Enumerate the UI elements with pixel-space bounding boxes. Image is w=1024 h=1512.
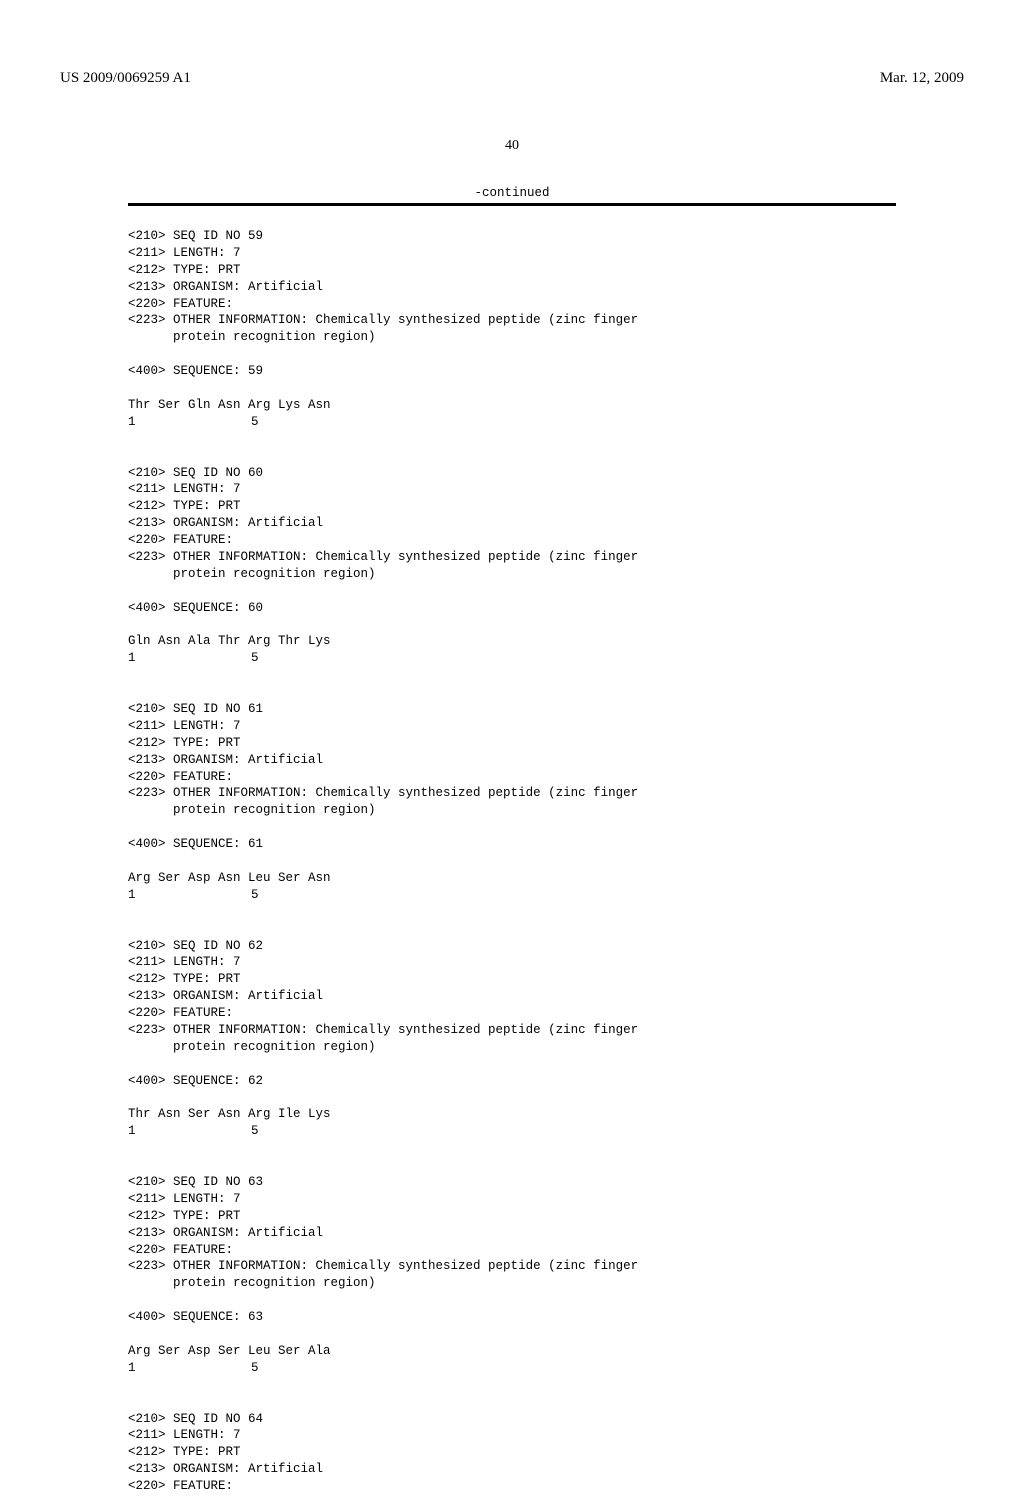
sequence-block: <210> SEQ ID NO 60<211> LENGTH: 7<212> T… — [128, 465, 896, 685]
position-5: 5 — [251, 414, 259, 431]
sequence-meta-line: <220> FEATURE: — [128, 1005, 896, 1022]
sequence-meta-line: <210> SEQ ID NO 60 — [128, 465, 896, 482]
position-5: 5 — [251, 1123, 259, 1140]
position-row: 15 — [128, 1360, 896, 1377]
sequence-meta-line: protein recognition region) — [128, 566, 896, 583]
amino-acid-line: Thr Asn Ser Asn Arg Ile Lys — [128, 1106, 896, 1123]
sequence-meta-line: <213> ORGANISM: Artificial — [128, 988, 896, 1005]
sequence-meta-line: <213> ORGANISM: Artificial — [128, 752, 896, 769]
sequence-meta-line: <211> LENGTH: 7 — [128, 718, 896, 735]
page-number: 40 — [0, 138, 1024, 154]
sequence-label: <400> SEQUENCE: 62 — [128, 1073, 896, 1090]
sequence-meta-line: <213> ORGANISM: Artificial — [128, 1225, 896, 1242]
sequence-block: <210> SEQ ID NO 62<211> LENGTH: 7<212> T… — [128, 938, 896, 1158]
sequence-meta-line: <212> TYPE: PRT — [128, 262, 896, 279]
sequence-meta-line: <213> ORGANISM: Artificial — [128, 279, 896, 296]
publication-date: Mar. 12, 2009 — [880, 70, 964, 87]
sequence-meta-line: <212> TYPE: PRT — [128, 498, 896, 515]
position-1: 1 — [128, 1360, 136, 1377]
position-row: 15 — [128, 1123, 896, 1140]
position-5: 5 — [251, 650, 259, 667]
sequence-meta-line: <212> TYPE: PRT — [128, 971, 896, 988]
sequence-meta-line: <211> LENGTH: 7 — [128, 245, 896, 262]
position-5: 5 — [251, 1360, 259, 1377]
sequence-meta-line: protein recognition region) — [128, 802, 896, 819]
sequence-label: <400> SEQUENCE: 63 — [128, 1309, 896, 1326]
amino-acid-line: Arg Ser Asp Asn Leu Ser Asn — [128, 870, 896, 887]
sequence-meta-line: <210> SEQ ID NO 61 — [128, 701, 896, 718]
sequence-label: <400> SEQUENCE: 60 — [128, 600, 896, 617]
position-1: 1 — [128, 1123, 136, 1140]
sequence-meta-line: protein recognition region) — [128, 329, 896, 346]
sequence-meta-line: protein recognition region) — [128, 1275, 896, 1292]
sequence-block: <210> SEQ ID NO 61<211> LENGTH: 7<212> T… — [128, 701, 896, 921]
sequence-meta-line: protein recognition region) — [128, 1039, 896, 1056]
sequence-meta-line: <211> LENGTH: 7 — [128, 954, 896, 971]
sequence-meta-line: <210> SEQ ID NO 64 — [128, 1411, 896, 1428]
sequence-block: <210> SEQ ID NO 63<211> LENGTH: 7<212> T… — [128, 1174, 896, 1394]
position-1: 1 — [128, 650, 136, 667]
position-row: 15 — [128, 650, 896, 667]
sequence-meta-line: <212> TYPE: PRT — [128, 1208, 896, 1225]
sequence-meta-line: <220> FEATURE: — [128, 296, 896, 313]
sequence-meta-line: <212> TYPE: PRT — [128, 735, 896, 752]
sequence-meta-line: <223> OTHER INFORMATION: Chemically synt… — [128, 1022, 896, 1039]
amino-acid-line: Thr Ser Gln Asn Arg Lys Asn — [128, 397, 896, 414]
sequence-block: <210> SEQ ID NO 59<211> LENGTH: 7<212> T… — [128, 228, 896, 448]
continued-label: -continued — [128, 186, 896, 203]
sequence-meta-line: <210> SEQ ID NO 62 — [128, 938, 896, 955]
sequence-meta-line: <210> SEQ ID NO 63 — [128, 1174, 896, 1191]
sequence-meta-line: <223> OTHER INFORMATION: Chemically synt… — [128, 549, 896, 566]
position-row: 15 — [128, 414, 896, 431]
sequence-meta-line: <220> FEATURE: — [128, 1242, 896, 1259]
sequence-meta-line: <223> OTHER INFORMATION: Chemically synt… — [128, 785, 896, 802]
position-1: 1 — [128, 887, 136, 904]
sequence-meta-line: <223> OTHER INFORMATION: Chemically synt… — [128, 312, 896, 329]
sequence-label: <400> SEQUENCE: 61 — [128, 836, 896, 853]
sequence-meta-line: <212> TYPE: PRT — [128, 1444, 896, 1461]
sequence-meta-line: <220> FEATURE: — [128, 1478, 896, 1495]
sequence-meta-line: <220> FEATURE: — [128, 769, 896, 786]
amino-acid-line: Gln Asn Ala Thr Arg Thr Lys — [128, 633, 896, 650]
position-1: 1 — [128, 414, 136, 431]
sequence-meta-line: <211> LENGTH: 7 — [128, 1427, 896, 1444]
sequence-meta-line: <211> LENGTH: 7 — [128, 481, 896, 498]
sequence-meta-line: <213> ORGANISM: Artificial — [128, 1461, 896, 1478]
sequence-block: <210> SEQ ID NO 64<211> LENGTH: 7<212> T… — [128, 1411, 896, 1495]
section-rule — [128, 203, 896, 206]
position-5: 5 — [251, 887, 259, 904]
sequence-meta-line: <223> OTHER INFORMATION: Chemically synt… — [128, 1258, 896, 1275]
amino-acid-line: Arg Ser Asp Ser Leu Ser Ala — [128, 1343, 896, 1360]
sequence-meta-line: <220> FEATURE: — [128, 532, 896, 549]
sequence-meta-line: <213> ORGANISM: Artificial — [128, 515, 896, 532]
sequence-meta-line: <211> LENGTH: 7 — [128, 1191, 896, 1208]
sequence-meta-line: <210> SEQ ID NO 59 — [128, 228, 896, 245]
publication-number: US 2009/0069259 A1 — [60, 70, 191, 87]
sequence-label: <400> SEQUENCE: 59 — [128, 363, 896, 380]
position-row: 15 — [128, 887, 896, 904]
sequence-listing: <210> SEQ ID NO 59<211> LENGTH: 7<212> T… — [128, 228, 896, 1512]
